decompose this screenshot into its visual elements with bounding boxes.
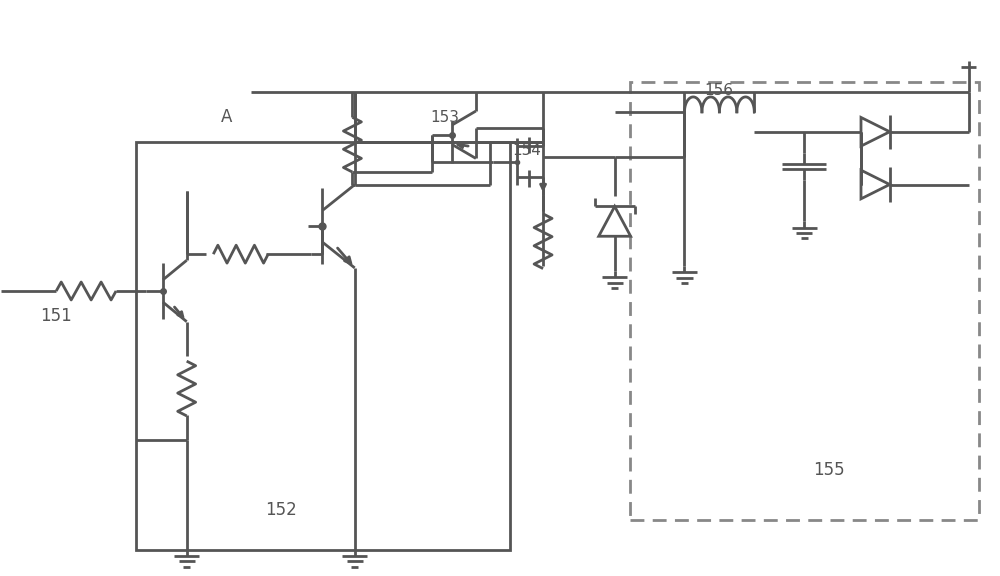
- Text: 151: 151: [40, 307, 72, 325]
- Bar: [136, 142, 510, 550]
- Text: 154: 154: [512, 143, 541, 158]
- Text: 152: 152: [265, 501, 296, 519]
- Text: 156: 156: [704, 83, 733, 98]
- Bar: [630, 82, 979, 520]
- Text: A: A: [221, 108, 232, 126]
- Text: 153: 153: [430, 110, 459, 125]
- Text: 155: 155: [813, 461, 845, 479]
